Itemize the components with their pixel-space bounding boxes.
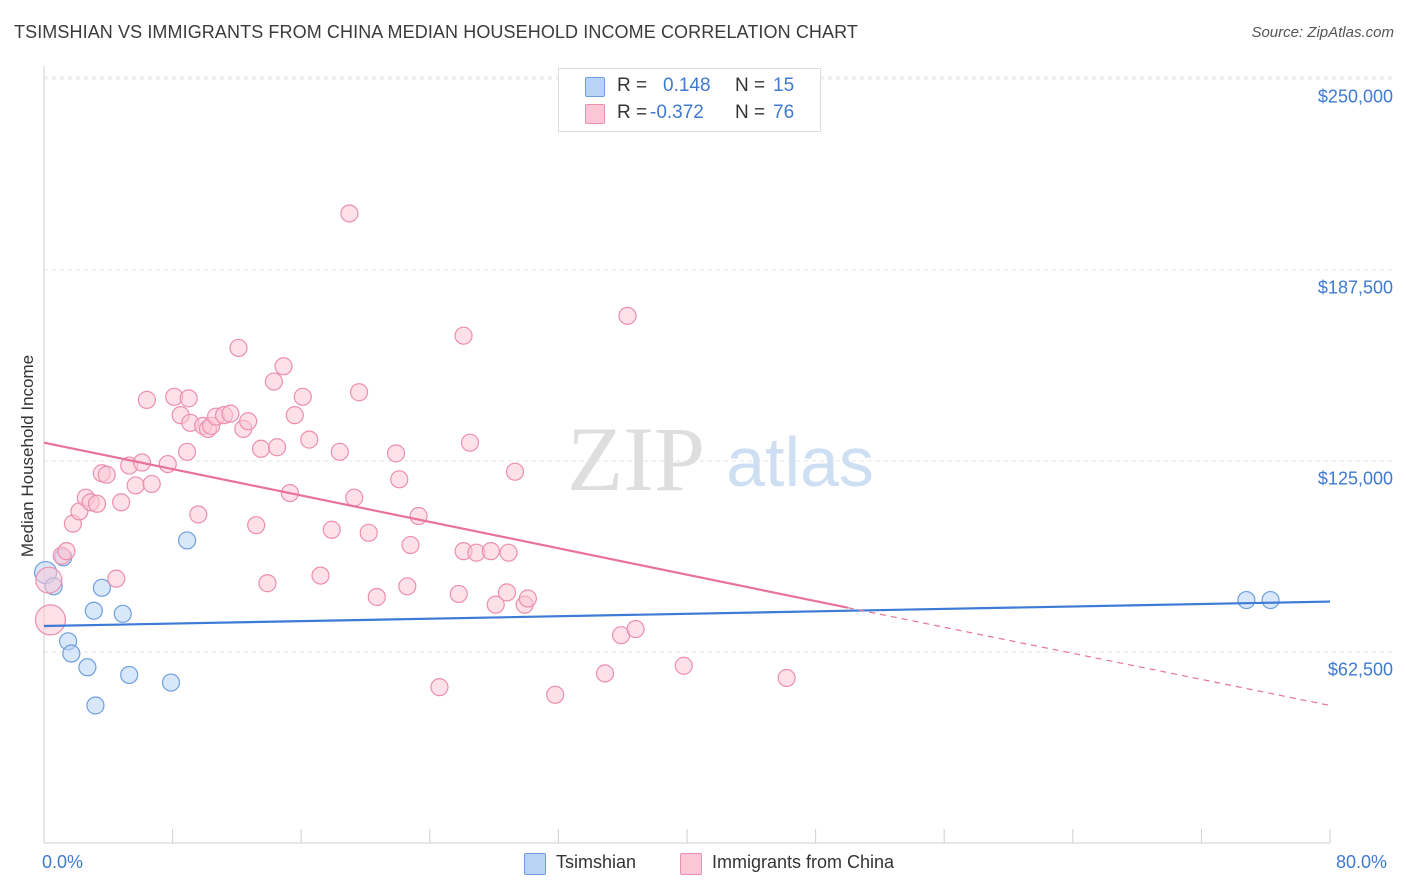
china-point <box>126 476 145 495</box>
china-point <box>267 438 287 457</box>
legend-n-value: 76 <box>773 102 795 123</box>
china-point <box>221 404 240 423</box>
china-point <box>264 372 283 391</box>
china-point <box>777 668 796 688</box>
watermark-zip: ZIP <box>567 408 705 510</box>
china-point <box>595 664 615 683</box>
china-point <box>345 488 364 507</box>
china-point <box>57 542 76 561</box>
source-note: Source: ZipAtlas.com <box>1251 24 1394 41</box>
china-point <box>97 465 116 484</box>
china-point <box>229 338 248 358</box>
china-point <box>340 204 359 223</box>
china-point <box>401 535 420 555</box>
china-point <box>626 619 645 639</box>
watermark-atlas: atlas <box>726 423 874 501</box>
china-point <box>367 587 386 607</box>
tsimshian-point <box>92 578 111 597</box>
legend-n-label: N = <box>735 75 766 96</box>
x-tick-label: 80.0% <box>1336 852 1388 872</box>
x-tick-label: 0.0% <box>42 852 84 872</box>
china-point <box>142 474 161 494</box>
bottom-legend-china: Immigrants from China <box>712 852 895 872</box>
legend-swatch-pink <box>585 104 605 124</box>
china-point <box>35 566 63 594</box>
china-point <box>330 442 349 461</box>
china-point <box>247 516 266 535</box>
tsimshian-point <box>1261 590 1280 610</box>
legend-row-china: R = -0.372 N = 76 <box>559 102 820 126</box>
y-tick-label: $250,000 <box>1317 86 1393 107</box>
china-point <box>486 595 505 614</box>
legend-r-label: R = <box>617 102 648 123</box>
tsimshian-trend-line <box>43 600 1331 628</box>
china-point <box>518 589 537 608</box>
legend-r-value: -0.372 <box>650 102 704 123</box>
china-point <box>251 439 271 458</box>
legend-n-label: N = <box>735 102 766 123</box>
china-point <box>137 390 156 409</box>
tsimshian-point <box>161 673 181 692</box>
china-point <box>409 506 428 526</box>
china-point <box>499 543 518 562</box>
china-point <box>505 462 525 481</box>
china-point <box>112 493 131 512</box>
china-point <box>107 569 126 588</box>
tsimshian-point <box>120 665 139 685</box>
china-point <box>311 566 330 585</box>
china-point <box>300 430 319 449</box>
china-point <box>239 412 258 431</box>
china-point <box>390 470 409 489</box>
legend-r-value: 0.148 <box>663 75 711 96</box>
china-point <box>293 387 312 406</box>
tsimshian-point <box>177 531 197 550</box>
china-point <box>34 604 67 636</box>
china-point <box>460 433 480 452</box>
china-point <box>618 306 637 325</box>
tsimshian-point <box>86 696 105 715</box>
tsimshian-point <box>1237 590 1256 610</box>
chart-title: TSIMSHIAN VS IMMIGRANTS FROM CHINA MEDIA… <box>14 22 859 42</box>
china-point <box>449 584 468 604</box>
china-point <box>430 678 449 697</box>
tsimshian-point <box>113 604 132 623</box>
china-point <box>179 389 198 408</box>
china-point <box>322 520 341 539</box>
legend-swatch-blue <box>585 77 605 97</box>
china-point <box>454 326 473 345</box>
bottom-legend-swatch-blue <box>524 853 546 875</box>
legend-row-tsimshian: R = 0.148 N = 15 <box>559 75 820 99</box>
china-trend-extrapolation <box>847 607 1331 707</box>
tsimshian-point <box>62 644 81 663</box>
china-point <box>386 444 406 463</box>
china-point <box>546 685 565 704</box>
y-tick-label: $187,500 <box>1317 277 1393 298</box>
china-point <box>398 577 417 596</box>
china-point <box>177 442 197 461</box>
bottom-legend-swatch-pink <box>680 853 702 875</box>
tsimshian-point <box>78 658 97 677</box>
china-trend-line <box>43 441 848 609</box>
correlation-legend: R = 0.148 N = 15 R = -0.372 N = 76 <box>558 68 821 132</box>
china-point <box>285 406 304 425</box>
china-point <box>481 542 500 561</box>
china-point <box>87 494 107 513</box>
tsimshian-point <box>84 601 103 620</box>
china-point <box>349 383 369 402</box>
china-point <box>258 574 277 593</box>
legend-r-label: R = <box>617 75 648 96</box>
y-tick-label: $62,500 <box>1327 659 1393 680</box>
y-tick-label: $125,000 <box>1317 468 1393 489</box>
china-point <box>359 523 378 542</box>
china-point <box>189 505 208 524</box>
legend-n-value: 15 <box>773 75 795 96</box>
bottom-legend-tsimshian: Tsimshian <box>556 852 637 872</box>
china-point <box>497 583 517 602</box>
china-point <box>674 656 693 675</box>
china-point <box>274 357 293 376</box>
